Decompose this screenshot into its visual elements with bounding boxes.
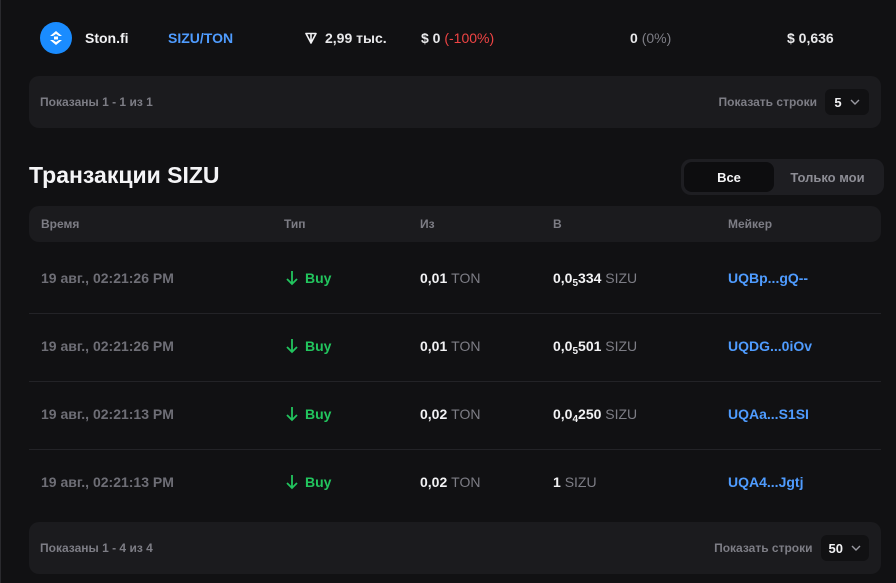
from-amount: 0,02 xyxy=(420,474,448,490)
rows-value: 5 xyxy=(834,94,842,110)
filter-mine-button[interactable]: Только мои xyxy=(790,169,865,185)
rows-label: Показать строки xyxy=(714,541,813,555)
rows-value: 50 xyxy=(828,540,843,556)
tx-pagination: Показаны 1 - 4 из 4 Показать строки 50 xyxy=(29,522,881,574)
row-from: 0,02 TON xyxy=(420,474,480,490)
price: $ 0,636 xyxy=(787,30,834,46)
dex-name: Ston.fi xyxy=(85,30,129,46)
txs-value: 0 xyxy=(630,30,638,46)
from-token: TON xyxy=(451,474,481,490)
row-type: Buy xyxy=(285,270,331,286)
to-amount-pre: 0,0 xyxy=(553,270,573,286)
row-to: 0,05501 SIZU xyxy=(553,338,637,357)
rows-label: Показать строки xyxy=(718,95,817,109)
row-time: 19 авг., 02:21:26 PM xyxy=(41,270,174,286)
col-from: Из xyxy=(420,217,435,231)
from-token: TON xyxy=(451,406,481,422)
maker-link[interactable]: UQBp...gQ-- xyxy=(728,270,809,286)
row-time: 19 авг., 02:21:13 PM xyxy=(41,406,174,422)
tvl-value: 2,99 тыс. xyxy=(325,30,387,46)
from-amount: 0,01 xyxy=(420,270,448,286)
row-time: 19 авг., 02:21:13 PM xyxy=(41,474,174,490)
to-amount-post: 334 xyxy=(578,270,602,286)
to-amount-zeros: 4 xyxy=(572,414,579,425)
row-time: 19 авг., 02:21:26 PM xyxy=(41,338,174,354)
to-token: SIZU xyxy=(564,474,597,490)
pools-rows-control: Показать строки 5 xyxy=(719,89,869,115)
volume: $ 0 (-100%) xyxy=(421,30,494,46)
filter-all-button[interactable]: Все xyxy=(684,162,774,192)
chevron-down-icon xyxy=(851,545,861,551)
row-type: Buy xyxy=(285,474,331,490)
arrow-down-icon xyxy=(286,407,298,422)
to-token: SIZU xyxy=(605,406,638,422)
volume-change: (-100%) xyxy=(444,30,495,46)
tx-table-header: Время Тип Из В Мейкер xyxy=(29,206,881,242)
to-amount-zeros: 5 xyxy=(572,346,579,357)
from-amount: 0,01 xyxy=(420,338,448,354)
type-label: Buy xyxy=(305,406,332,422)
tx-rows-select[interactable]: 50 xyxy=(820,535,869,561)
txs: 0 (0%) xyxy=(630,30,671,46)
maker-link[interactable]: UQDG...0iOv xyxy=(728,338,813,354)
to-amount-pre: 1 xyxy=(553,474,561,490)
arrow-down-icon xyxy=(286,271,298,286)
row-from: 0,01 TON xyxy=(420,270,480,286)
tvl: 2,99 тыс. xyxy=(305,30,387,46)
table-row: 19 авг., 02:21:13 PM Buy 0,02 TON 1 SIZU… xyxy=(29,450,881,518)
row-from: 0,02 TON xyxy=(420,406,480,422)
table-row: 19 авг., 02:21:26 PM Buy 0,01 TON 0,0533… xyxy=(29,246,881,314)
transactions-title: Транзакции SIZU xyxy=(29,162,220,188)
tx-shown-count: Показаны 1 - 4 из 4 xyxy=(40,541,153,555)
to-amount-post: 501 xyxy=(578,338,602,354)
table-row: 19 авг., 02:21:26 PM Buy 0,01 TON 0,0550… xyxy=(29,314,881,382)
ston-fi-logo-icon xyxy=(40,22,72,54)
to-amount-zeros: 5 xyxy=(572,278,579,289)
col-to: В xyxy=(553,217,562,231)
chevron-down-icon xyxy=(850,99,860,105)
txs-change: (0%) xyxy=(641,30,672,46)
pair-link[interactable]: SIZU/TON xyxy=(168,30,234,46)
type-label: Buy xyxy=(305,474,332,490)
col-type: Тип xyxy=(284,217,306,231)
pools-shown-count: Показаны 1 - 1 из 1 xyxy=(40,95,153,109)
type-label: Buy xyxy=(305,270,332,286)
ton-icon xyxy=(305,32,317,44)
to-amount-pre: 0,0 xyxy=(553,406,573,422)
row-from: 0,01 TON xyxy=(420,338,480,354)
maker-link[interactable]: UQA4...Jgtj xyxy=(728,474,804,490)
row-type: Buy xyxy=(285,338,331,354)
volume-value: $ 0 xyxy=(421,30,441,46)
type-label: Buy xyxy=(305,338,332,354)
pools-rows-select[interactable]: 5 xyxy=(825,89,869,115)
from-token: TON xyxy=(451,338,481,354)
pools-pagination: Показаны 1 - 1 из 1 Показать строки 5 xyxy=(29,76,881,128)
col-maker: Мейкер xyxy=(728,217,773,231)
to-token: SIZU xyxy=(605,270,638,286)
to-amount-pre: 0,0 xyxy=(553,338,573,354)
arrow-down-icon xyxy=(286,475,298,490)
row-to: 0,05334 SIZU xyxy=(553,270,637,289)
table-row: 19 авг., 02:21:13 PM Buy 0,02 TON 0,0425… xyxy=(29,382,881,450)
row-to: 0,04250 SIZU xyxy=(553,406,637,425)
maker-link[interactable]: UQAa...S1SI xyxy=(728,406,809,422)
to-amount-post: 250 xyxy=(578,406,602,422)
from-amount: 0,02 xyxy=(420,406,448,422)
arrow-down-icon xyxy=(286,339,298,354)
tx-filter-toggle: Все Только мои xyxy=(681,159,884,195)
left-divider xyxy=(0,0,1,583)
row-type: Buy xyxy=(285,406,331,422)
col-time: Время xyxy=(41,217,80,231)
pool-row[interactable]: Ston.fi SIZU/TON 2,99 тыс. $ 0 (-100%) 0… xyxy=(30,16,880,60)
to-token: SIZU xyxy=(605,338,638,354)
row-to: 1 SIZU xyxy=(553,474,597,493)
from-token: TON xyxy=(451,270,481,286)
tx-rows-control: Показать строки 50 xyxy=(714,535,869,561)
